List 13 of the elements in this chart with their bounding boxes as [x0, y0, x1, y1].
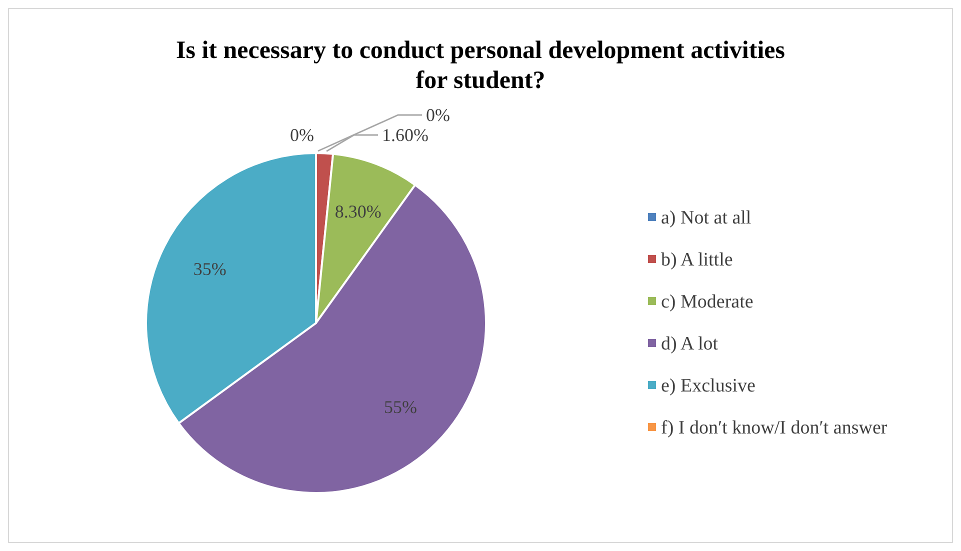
data-label: 35% [193, 259, 226, 280]
data-label: 8.30% [334, 202, 382, 222]
chart-title: Is it necessary to conduct personal development activities for student? [176, 37, 786, 94]
legend-label: c) Moderate [661, 292, 754, 312]
legend-label: e) Exclusive [661, 376, 756, 396]
legend-label: f) I don′t know/I don′t answer [661, 418, 888, 438]
text: 0% [290, 125, 314, 145]
legend-label: a) Not at all [661, 208, 752, 228]
data-label: 1.60% [382, 125, 428, 145]
text: 0% [426, 105, 450, 125]
legend-label: d) A lot [661, 334, 719, 354]
legend-label: b) A little [661, 250, 733, 270]
data-label: 55% [384, 396, 417, 417]
